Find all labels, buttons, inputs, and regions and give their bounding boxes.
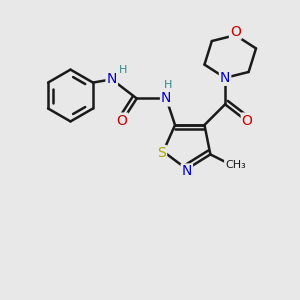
Text: H: H xyxy=(164,80,172,90)
Text: N: N xyxy=(182,164,192,178)
Text: O: O xyxy=(230,25,241,39)
Text: N: N xyxy=(220,71,230,85)
Text: O: O xyxy=(117,114,128,128)
Text: CH₃: CH₃ xyxy=(225,160,246,170)
Text: H: H xyxy=(119,65,127,75)
Text: N: N xyxy=(106,72,117,86)
Text: O: O xyxy=(242,114,253,128)
Text: S: S xyxy=(158,146,166,160)
Text: N: N xyxy=(161,92,171,106)
